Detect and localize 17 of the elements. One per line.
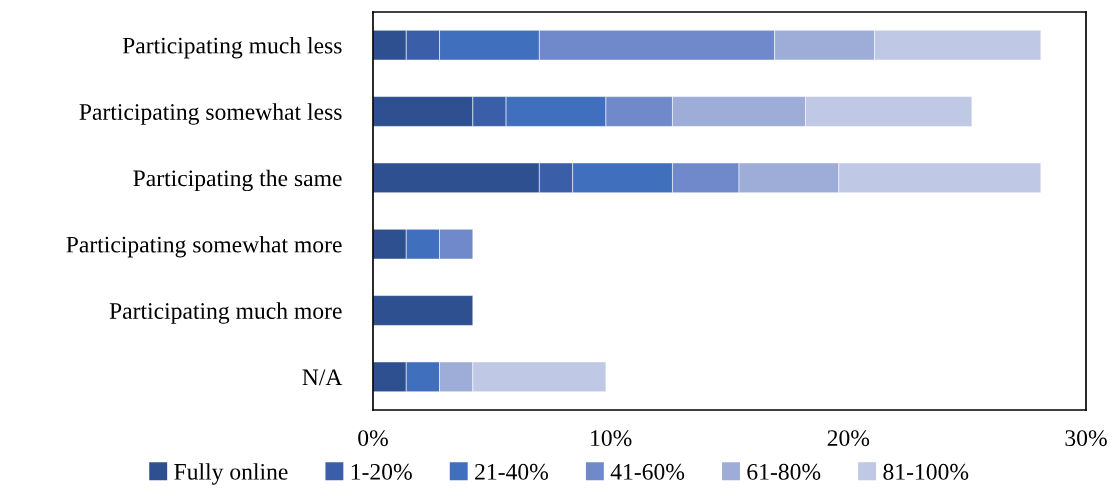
x-tick-label: 30% — [1065, 430, 1107, 447]
y-tick-label: Participating somewhat more — [66, 235, 342, 258]
legend-label: 61-80% — [747, 463, 821, 480]
legend-label: Fully online — [174, 463, 288, 485]
y-tick-label: Participating the same — [133, 169, 342, 192]
y-tick-label: Participating somewhat less — [79, 103, 342, 125]
legend-label: 1-20% — [351, 463, 412, 480]
legend-label: 21-40% — [475, 463, 549, 480]
x-tick-label: 0% — [358, 430, 388, 447]
x-tick-label: 20% — [827, 430, 870, 447]
y-tick-label: N/A — [302, 369, 343, 386]
bar — [373, 295, 474, 326]
y-tick-label: Participating much more — [109, 302, 342, 324]
x-tick-label: 10% — [591, 430, 632, 447]
legend-label: 41-60% — [610, 463, 685, 480]
legend-label: 81-100% — [883, 463, 969, 480]
y-tick-label: Participating much less — [122, 36, 342, 59]
